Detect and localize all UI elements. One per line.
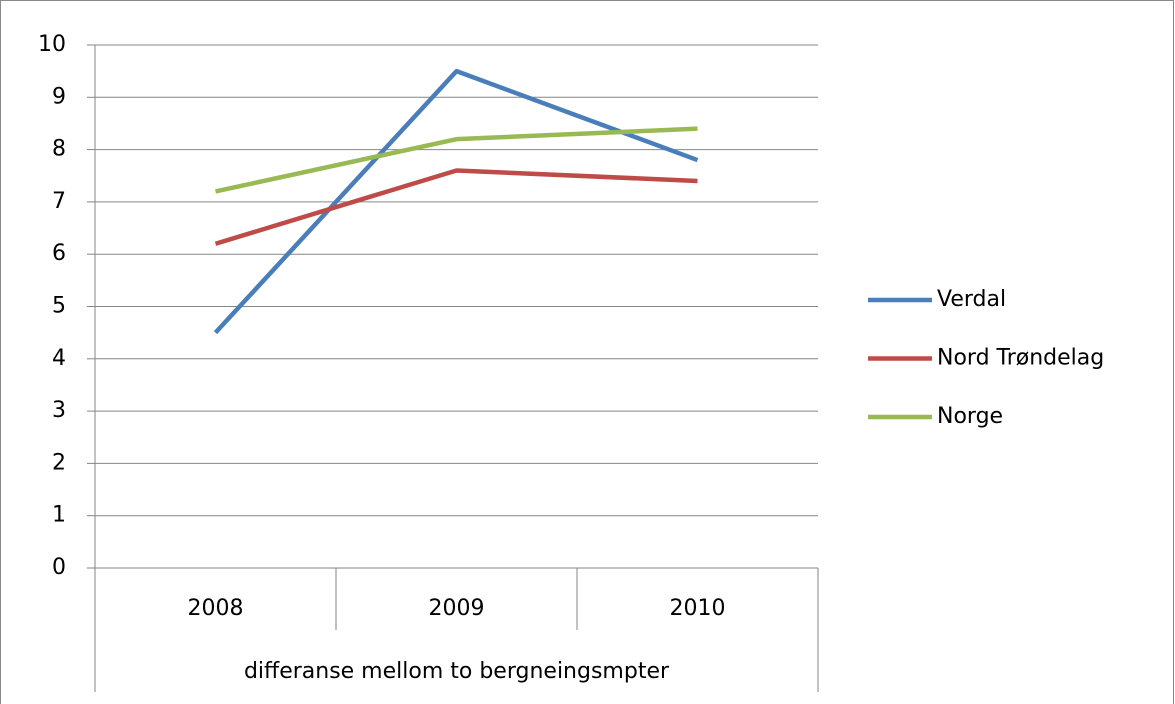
y-tick-label: 0 xyxy=(52,555,66,580)
legend-label: Norge xyxy=(937,404,1003,429)
x-tick-label: 2009 xyxy=(429,596,485,621)
series-line xyxy=(215,126,698,194)
y-tick-label: 7 xyxy=(52,189,66,214)
y-tick-label: 3 xyxy=(52,398,66,423)
y-tick-label: 2 xyxy=(52,450,66,475)
x-tick-label: 2008 xyxy=(188,596,244,621)
y-tick-label: 8 xyxy=(52,137,66,162)
legend-label: Verdal xyxy=(937,287,1006,312)
y-tick-label: 1 xyxy=(52,503,66,528)
y-tick-label: 6 xyxy=(52,241,66,266)
series-line xyxy=(214,168,698,246)
x-tick-label: 2010 xyxy=(670,596,726,621)
y-tick-label: 4 xyxy=(52,346,66,371)
y-tick-label: 5 xyxy=(52,294,66,319)
y-tick-label: 9 xyxy=(52,84,66,109)
x-group-label: differanse mellom to bergneingsmpter xyxy=(244,659,670,684)
legend-label: Nord Trøndelag xyxy=(937,346,1104,371)
y-tick-label: 10 xyxy=(38,32,66,57)
